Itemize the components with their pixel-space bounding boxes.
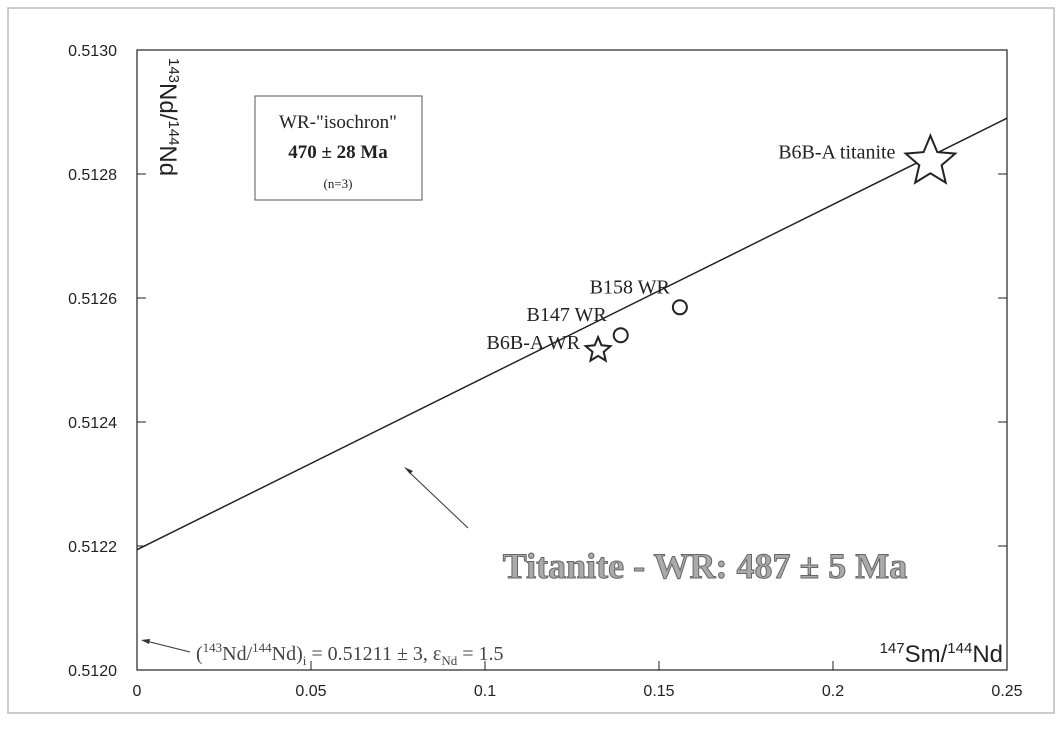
y-tick-label: 0.5124: [68, 415, 117, 432]
text-part: 147: [880, 640, 905, 657]
isochron-line: [136, 117, 1008, 551]
text-part: Nd): [272, 643, 303, 665]
plot-area: [136, 49, 1008, 671]
y-tick-label: 0.5130: [68, 43, 117, 60]
text-part: 143: [165, 58, 182, 83]
box-line: (n=3): [324, 176, 353, 191]
arrow: [407, 470, 469, 529]
x-tick-label: 0: [133, 683, 142, 700]
text-part: 144: [252, 640, 272, 655]
text-part: Nd/: [154, 83, 181, 121]
y-tick-label: 0.5128: [68, 167, 117, 184]
x-tick-label: 0.1: [474, 683, 496, 700]
text-part: Sm/: [905, 641, 948, 668]
text-part: i: [303, 653, 307, 668]
frame: [7, 7, 1055, 714]
point-label: B158 WR: [590, 276, 671, 298]
star-marker: [583, 334, 613, 363]
point-label: B6B-A WR: [487, 332, 581, 354]
text-part: (: [196, 643, 203, 665]
text-part: 144: [947, 640, 972, 657]
y-tick-label: 0.5122: [68, 539, 117, 556]
age-annotation: Titanite - WR: 487 ± 5 Ma: [503, 546, 907, 586]
box-line: 470 ± 28 Ma: [288, 142, 388, 163]
text-part: = 1.5: [457, 643, 503, 665]
star-marker: [903, 132, 958, 185]
y-tick-label: 0.5120: [68, 663, 117, 680]
x-tick-label: 0.05: [295, 683, 326, 700]
annotation-box: [254, 95, 423, 201]
x-tick-label: 0.15: [643, 683, 674, 700]
circle-marker: [671, 299, 688, 316]
box-line: WR-"isochron": [279, 112, 397, 133]
text-part: Nd: [154, 145, 181, 176]
x-axis-label: 147Sm/144Nd: [880, 640, 1003, 668]
text-part: = 0.51211 ± 3, ε: [306, 643, 441, 665]
text-part: Nd: [441, 653, 457, 668]
text-part: 143: [203, 640, 223, 655]
text-part: Nd/: [222, 643, 252, 665]
arrow-head: [141, 639, 150, 644]
text-part: 144: [165, 120, 182, 145]
circle-marker: [612, 327, 629, 344]
initial-ratio-annotation: (143Nd/144Nd)i = 0.51211 ± 3, εNd = 1.5: [196, 640, 504, 668]
y-axis-label: 143Nd/144Nd: [154, 58, 182, 176]
x-tick-label: 0.2: [822, 683, 844, 700]
arrow-head: [404, 467, 413, 474]
text-part: Nd: [972, 641, 1003, 668]
y-tick-label: 0.5126: [68, 291, 117, 308]
point-label: B6B-A titanite: [778, 142, 895, 164]
point-label: B147 WR: [527, 304, 608, 326]
arrow: [145, 640, 191, 653]
x-tick-label: 0.25: [991, 683, 1022, 700]
